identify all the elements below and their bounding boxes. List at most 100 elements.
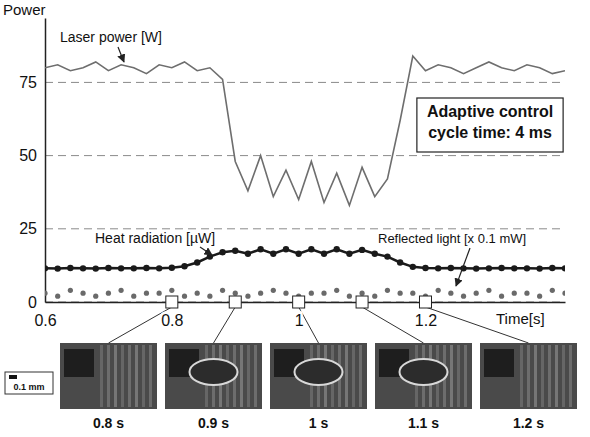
series-point <box>398 291 403 296</box>
photo-shadow <box>484 349 514 377</box>
frame-marker <box>356 296 368 308</box>
grid-line <box>45 82 565 83</box>
series-point <box>562 291 565 296</box>
axis-line <box>45 19 47 303</box>
photo-texture <box>548 345 551 407</box>
series-point <box>93 294 98 299</box>
tick-label: 0.8 <box>161 312 183 329</box>
series-point <box>512 291 517 296</box>
photo <box>375 343 472 409</box>
series-point <box>410 291 415 296</box>
series-point <box>118 288 123 293</box>
photo-texture <box>359 345 362 407</box>
tick: 25 <box>19 220 45 237</box>
photo <box>270 343 367 409</box>
photo-texture <box>107 345 110 407</box>
x-axis-title: Time[s] <box>496 310 545 327</box>
scale-box <box>5 372 53 394</box>
series-point <box>283 291 288 296</box>
photo-texture <box>128 345 131 407</box>
series-point <box>448 265 454 271</box>
series-point <box>537 294 542 299</box>
tick: 0 <box>28 294 45 311</box>
series-point <box>270 250 276 256</box>
photo-frame <box>60 343 157 409</box>
series-line <box>45 249 565 268</box>
series-label: Laser power [W] <box>60 29 162 45</box>
series-point <box>562 265 565 271</box>
series-label: Reflected light [x 0.1 mW] <box>378 231 526 246</box>
series-point <box>169 265 175 271</box>
grid-line <box>45 155 565 156</box>
series-point <box>385 288 390 293</box>
chart: 0 25 50 75 0.8 s0.9 s1 s1.1 s1.2 s 0.1 mm 0.6 0… <box>0 0 590 437</box>
series-point <box>422 265 428 271</box>
series-point <box>169 288 174 293</box>
photo-texture <box>121 345 124 407</box>
annotation-box: Adaptive controlcycle time: 4 ms <box>417 98 563 152</box>
series-point <box>93 265 99 271</box>
series-point <box>359 247 365 253</box>
series-point <box>461 294 466 299</box>
series-point <box>474 291 479 296</box>
photo-shadow <box>64 349 94 377</box>
series-point <box>45 265 48 271</box>
series-point <box>271 288 276 293</box>
series-point <box>156 265 162 271</box>
series-point <box>410 264 416 270</box>
photo-texture <box>527 345 530 407</box>
series-point <box>435 265 441 271</box>
series-point <box>68 288 73 293</box>
frame-label: 0.9 s <box>198 415 229 431</box>
photo-frame <box>375 343 472 409</box>
series-point <box>118 265 124 271</box>
series-point <box>220 288 225 293</box>
annotation: Adaptive control <box>427 103 553 120</box>
photo-texture <box>100 345 103 407</box>
series-point <box>181 263 187 269</box>
label-arrow <box>118 47 124 62</box>
tick: 0.6 <box>34 302 56 329</box>
label-arrow <box>456 248 470 286</box>
series-point <box>397 259 403 265</box>
frame-marker <box>419 296 431 308</box>
photo-texture <box>541 345 544 407</box>
series-point <box>550 288 555 293</box>
photo-frame <box>165 343 262 409</box>
tick-label: 1.2 <box>415 312 437 329</box>
photo-texture <box>149 345 152 407</box>
tick: 50 <box>19 147 45 164</box>
series-point <box>498 265 504 271</box>
photo-texture <box>247 345 250 407</box>
series-point <box>372 294 377 299</box>
tick-label: 0 <box>28 294 37 311</box>
photo-texture <box>555 345 558 407</box>
photo-texture <box>254 345 257 407</box>
grid <box>45 82 565 302</box>
series-point <box>334 288 339 293</box>
tick-label: 50 <box>19 147 37 164</box>
frame-marker <box>229 296 241 308</box>
photo-texture <box>457 345 460 407</box>
photo-texture <box>569 345 572 407</box>
scale-label: 0.1 mm <box>13 382 44 392</box>
series-point <box>232 248 238 254</box>
series-point <box>524 265 530 271</box>
series-point <box>511 265 517 271</box>
photo-texture <box>345 345 348 407</box>
series-point <box>347 294 352 299</box>
frames: 0.8 s0.9 s1 s1.1 s1.2 s <box>60 307 577 431</box>
tick: 75 <box>19 74 45 91</box>
series-point <box>67 265 73 271</box>
photo <box>480 343 577 409</box>
series-point <box>45 291 48 296</box>
series-label: Heat radiation [µW] <box>95 230 215 246</box>
photo-texture <box>114 345 117 407</box>
photo-texture <box>562 345 565 407</box>
photo-texture <box>352 345 355 407</box>
series-point <box>524 291 529 296</box>
series-point <box>499 294 504 299</box>
melt-pool <box>190 359 238 385</box>
series-point <box>131 294 136 299</box>
series-labels: Laser power [W] Heat radiation [µW] Reflec… <box>60 29 526 286</box>
